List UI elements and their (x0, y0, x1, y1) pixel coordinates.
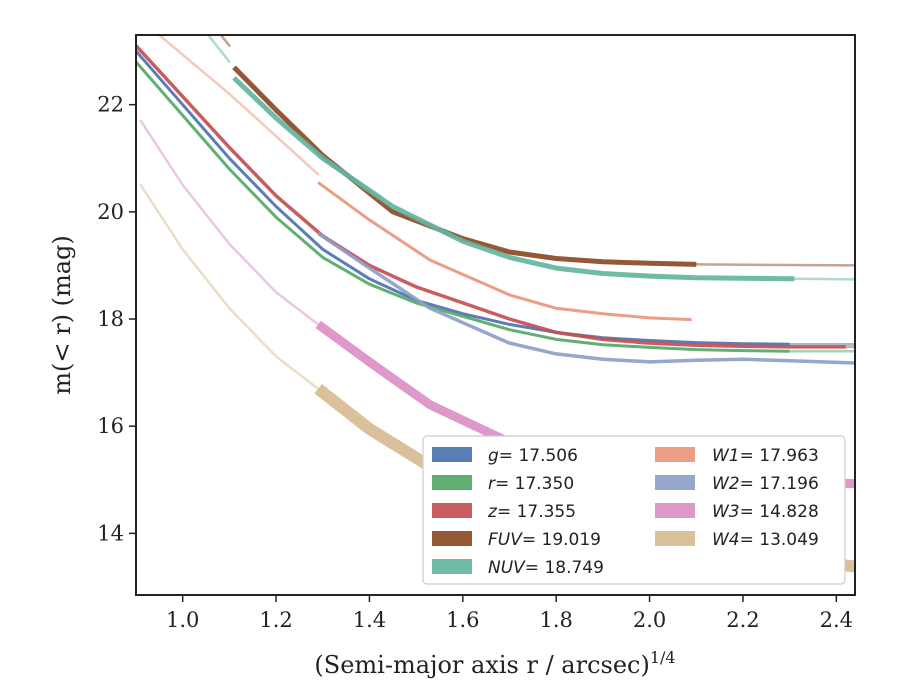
series-fuv-extrapolated-line (219, 35, 231, 47)
legend-swatch-w1 (655, 447, 695, 462)
legend-band-name: r (488, 474, 496, 494)
legend-band-value: = 13.049 (740, 530, 819, 550)
y-tick-label: 14 (97, 521, 124, 545)
x-tick-label: 1.8 (539, 608, 572, 632)
legend-swatch-w4 (655, 531, 695, 546)
legend-band-name: W1 (712, 446, 740, 466)
legend-band-name: W3 (712, 502, 740, 522)
legend-label-w4: W4= 13.049 (712, 530, 819, 550)
legend-swatch-nuv (432, 559, 472, 574)
y-axis-title: m(< r) (mag) (48, 235, 76, 394)
legend-band-value: = 17.963 (740, 446, 819, 466)
x-axis-title-superscript: 1/4 (650, 648, 676, 667)
x-tick-label: 1.0 (166, 608, 199, 632)
plot-frame (135, 34, 856, 596)
legend-swatch-fuv (432, 531, 472, 546)
series-w1-extrapolated-line (158, 35, 320, 176)
legend-band-name: z (487, 502, 498, 522)
legend-swatch-w2 (655, 475, 695, 490)
series-w4-extrapolated-line (139, 183, 320, 390)
legend-band-value: = 14.828 (740, 502, 819, 522)
x-tick-label: 1.2 (259, 608, 292, 632)
series-w2-line (317, 231, 855, 365)
x-tick-label: 2.4 (820, 608, 853, 632)
legend-swatch-z (432, 503, 472, 518)
series-fuv-extrapolated-line (695, 263, 855, 267)
x-tick-label: 2.0 (633, 608, 666, 632)
legend-label-g: g= 17.506 (488, 446, 578, 466)
legend-band-value: = 17.350 (495, 474, 574, 494)
legend-label-w2: W2= 17.196 (712, 474, 819, 494)
legend-swatch-w3 (655, 503, 695, 518)
y-tick-label: 20 (97, 200, 124, 224)
legend-label-z: z= 17.355 (487, 502, 576, 522)
series-g-line (136, 50, 790, 346)
series-nuv-extrapolated-line (206, 35, 231, 64)
x-tick-label: 2.2 (726, 608, 759, 632)
x-tick-label: 1.6 (446, 608, 479, 632)
legend-label-w1: W1= 17.963 (712, 446, 819, 466)
series-fuv-line (232, 65, 697, 267)
x-axis-title: (Semi-major axis r / arcsec)1/4 (314, 648, 675, 679)
legend-label-w3: W3= 14.828 (712, 502, 819, 522)
legend-band-name: W4 (712, 530, 740, 550)
series-z-line (136, 44, 846, 349)
series-nuv-line (232, 76, 795, 282)
legend-band-value: = 19.019 (522, 530, 601, 550)
x-axis: 1.0 1.2 1.4 1.6 1.8 2.0 2.2 2.4 (166, 595, 853, 632)
legend-band-value: = 17.355 (497, 502, 576, 522)
legend-band-name: g (488, 446, 499, 466)
x-tick-label: 1.4 (353, 608, 386, 632)
y-axis: 14 16 18 20 22 (97, 93, 136, 545)
x-axis-title-text: (Semi-major axis r / arcsec) (314, 651, 649, 679)
series-w1-line (317, 181, 692, 322)
legend-band-name: W2 (712, 474, 740, 494)
legend-band-name: NUV (488, 558, 526, 578)
y-tick-label: 22 (97, 93, 124, 117)
legend-box (422, 435, 846, 585)
series-nuv-extrapolated-line (793, 277, 855, 281)
series-r-line (136, 60, 790, 353)
legend-band-value: = 17.506 (499, 446, 578, 466)
legend-band-value: = 17.196 (740, 474, 819, 494)
legend-band-name: FUV (488, 530, 523, 550)
legend-label-r: r= 17.350 (488, 474, 574, 494)
legend-swatch-r (432, 475, 472, 490)
legend-band-value: = 18.749 (525, 558, 604, 578)
legend-label-nuv: NUV= 18.749 (488, 558, 604, 578)
y-tick-label: 16 (97, 414, 124, 438)
legend-swatch-g (432, 447, 472, 462)
y-tick-label: 18 (97, 307, 124, 331)
series-w3-extrapolated-line (139, 119, 320, 326)
legend-label-fuv: FUV= 19.019 (488, 530, 601, 550)
faint-curves-layer (139, 35, 855, 390)
